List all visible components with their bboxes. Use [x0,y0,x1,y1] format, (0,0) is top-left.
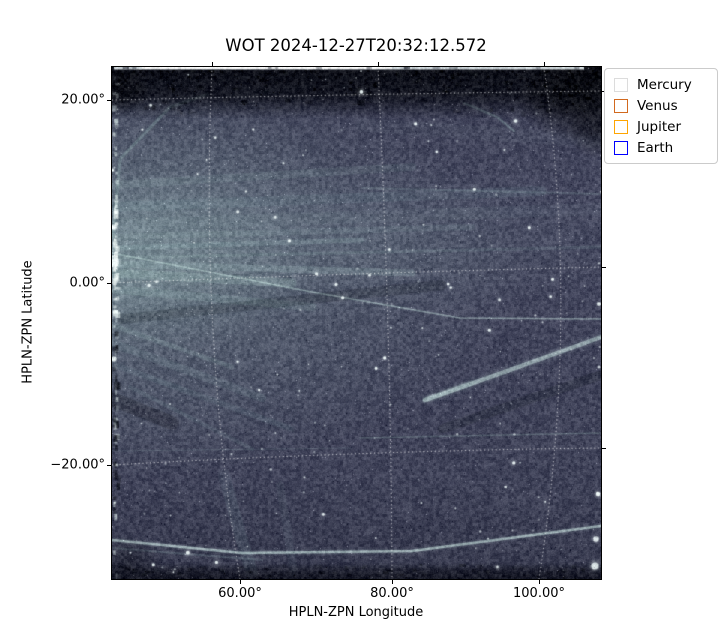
legend-item-mercury: Mercury [614,74,709,95]
y-tick-right [602,267,606,268]
legend-label: Jupiter [637,118,682,135]
x-tick-bottom [539,580,540,584]
x-tick-label: 100.00° [513,586,565,601]
figure-title: WOT 2024-12-27T20:32:12.572 [225,36,487,55]
legend-label: Venus [637,97,678,114]
legend-swatch-icon [614,140,628,155]
legend-swatch-icon [614,119,628,134]
sky-image-canvas [112,67,601,579]
legend-item-venus: Venus [614,95,709,116]
x-tick-top [378,62,379,66]
y-tick-left [107,465,111,466]
legend-item-jupiter: Jupiter [614,116,709,137]
x-tick-top [212,62,213,66]
legend-item-earth: Earth [614,137,709,158]
y-tick-left [107,100,111,101]
legend-swatch-icon [614,98,628,113]
y-tick-label: −20.00° [50,457,105,473]
legend-label: Earth [637,139,674,156]
y-axis-label: HPLN-ZPN Latitude [20,260,36,384]
y-tick-right [602,448,606,449]
legend: Mercury Venus Jupiter Earth [604,68,718,164]
x-tick-bottom [240,580,241,584]
x-tick-label: 80.00° [370,586,414,601]
legend-swatch-icon [614,77,628,92]
y-tick-label: 0.00° [69,275,105,291]
plot-area [111,66,602,580]
y-tick-label: 20.00° [61,92,105,108]
x-axis-label: HPLN-ZPN Longitude [288,605,424,620]
x-tick-label: 60.00° [218,586,262,601]
x-tick-top [544,62,545,66]
y-tick-left [107,283,111,284]
legend-label: Mercury [637,76,692,93]
x-tick-bottom [392,580,393,584]
